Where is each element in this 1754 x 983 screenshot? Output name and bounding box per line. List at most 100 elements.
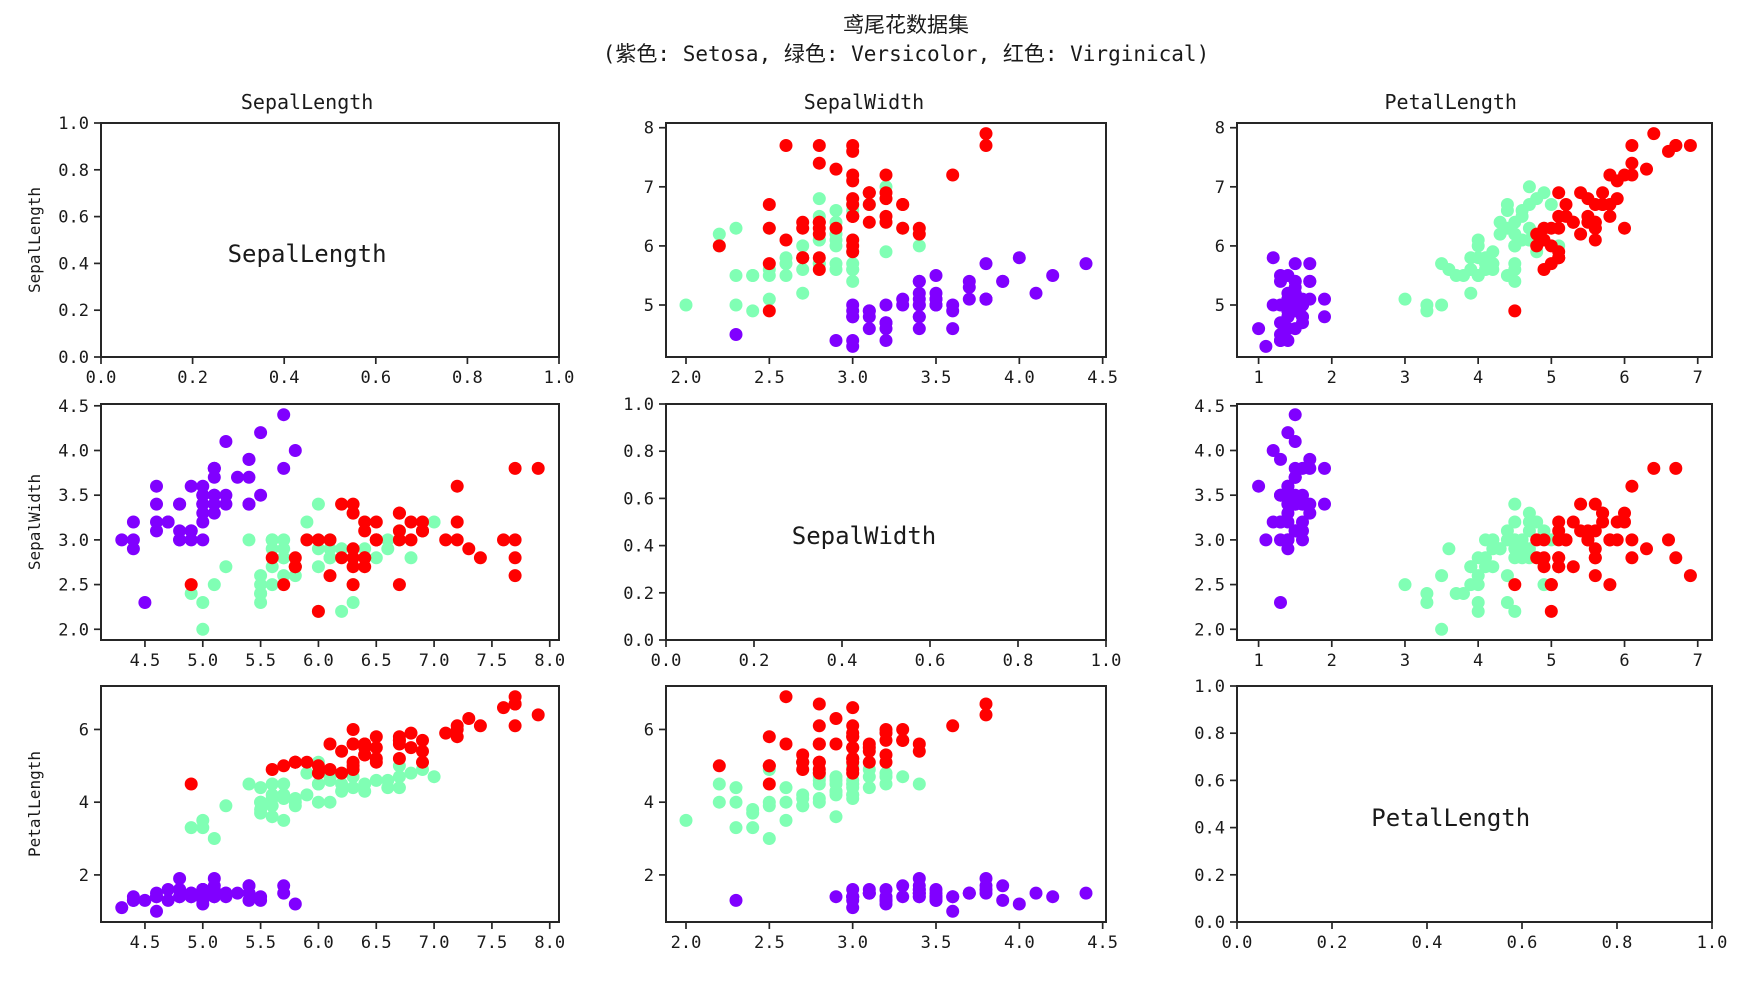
scatter-point <box>1029 886 1043 900</box>
scatter-point <box>392 533 406 547</box>
scatter-point <box>1610 515 1624 529</box>
scatter-point <box>196 596 210 609</box>
scatter-point <box>779 139 793 152</box>
scatter-point <box>846 334 860 347</box>
scatter-point <box>323 795 337 809</box>
x-tick-label: 5.0 <box>187 933 218 953</box>
scatter-point <box>254 426 268 440</box>
scatter-point <box>473 719 487 733</box>
scatter-point <box>1596 198 1610 211</box>
scatter-point <box>1603 168 1617 182</box>
x-tick-label: 6.5 <box>361 651 392 671</box>
x-tick-label: 1.0 <box>1697 933 1728 953</box>
diagonal-feature-label: SepalWidth <box>792 522 937 550</box>
scatter-point <box>184 524 198 538</box>
scatter-point <box>1435 569 1449 583</box>
x-tick-label: 0.8 <box>1602 933 1633 953</box>
scatter-point <box>1281 515 1295 529</box>
scatter-point <box>846 755 860 769</box>
scatter-point <box>1479 257 1492 271</box>
scatter-point <box>1046 890 1060 904</box>
x-tick-label: 6.0 <box>303 933 334 953</box>
scatter-point <box>1552 245 1566 259</box>
scatter-point <box>796 799 810 813</box>
scatter-point <box>219 488 233 502</box>
x-tick-label: 3.5 <box>921 933 952 953</box>
scatter-point <box>277 879 291 893</box>
scatter-point <box>879 890 893 904</box>
scatter-point <box>1530 239 1544 253</box>
scatter-point <box>265 578 279 592</box>
panel-border <box>100 685 560 923</box>
x-tick-label: 2.0 <box>671 368 702 388</box>
scatter-point <box>265 560 279 574</box>
panel-border <box>1236 403 1713 641</box>
scatter-point <box>979 139 993 152</box>
scatter-point <box>173 890 187 904</box>
y-tick-label: 0.2 <box>623 584 654 604</box>
scatter-point <box>1442 542 1456 556</box>
scatter-point <box>346 723 360 736</box>
scatter-point <box>288 560 302 574</box>
scatter-point <box>323 763 337 776</box>
scatter-point <box>1574 186 1588 200</box>
scatter-point <box>862 737 876 751</box>
panel-border <box>100 122 560 358</box>
x-tick-label: 2.0 <box>671 933 702 953</box>
scatter-point <box>1683 139 1697 152</box>
x-tick-label: 3 <box>1400 651 1410 671</box>
scatter-point <box>946 890 960 904</box>
y-tick-label: 0.6 <box>58 208 89 228</box>
x-tick-label: 6 <box>1619 651 1629 671</box>
scatter-point <box>369 730 383 744</box>
scatter-point <box>358 741 372 755</box>
scatter-point <box>1500 269 1514 282</box>
scatter-point <box>1508 542 1522 556</box>
scatter-point <box>288 755 302 769</box>
scatter-point <box>746 821 760 835</box>
scatter-point <box>508 719 522 733</box>
scatter-point <box>946 322 960 336</box>
scatter-point <box>1274 596 1287 609</box>
scatter-point <box>300 766 314 780</box>
scatter-point <box>1552 524 1566 538</box>
scatter-point <box>812 792 826 805</box>
scatter-point <box>231 886 244 900</box>
scatter-point <box>381 781 395 795</box>
scatter-point <box>311 604 325 618</box>
scatter-point <box>879 245 893 259</box>
scatter-point <box>862 198 876 211</box>
scatter-point <box>846 310 860 324</box>
scatter-point <box>404 741 418 755</box>
scatter-point <box>812 719 826 733</box>
scatter-point <box>1559 198 1573 211</box>
scatter-point <box>1552 551 1566 565</box>
scatter-point <box>862 322 876 336</box>
x-tick-label: 0.0 <box>651 651 682 671</box>
scatter-point <box>1288 435 1302 448</box>
scatter-point <box>288 897 302 911</box>
scatter-point <box>1012 251 1026 265</box>
scatter-point <box>829 257 843 271</box>
scatter-point <box>762 795 776 809</box>
scatter-point <box>196 890 210 904</box>
x-tick-label: 6 <box>1619 368 1629 388</box>
scatter-point <box>829 890 843 904</box>
scatter-point <box>829 334 843 347</box>
scatter-point <box>115 533 129 547</box>
column-title: PetalLength <box>1385 90 1517 114</box>
scatter-point <box>207 872 221 885</box>
scatter-point <box>150 890 163 904</box>
scatter-point <box>1464 286 1478 300</box>
scatter-point <box>1566 560 1580 574</box>
scatter-point <box>358 784 372 798</box>
x-tick-label: 0.4 <box>1412 933 1443 953</box>
scatter-point <box>335 542 349 556</box>
scatter-point <box>1588 551 1602 565</box>
x-tick-label: 0.0 <box>1222 933 1253 953</box>
scatter-point <box>254 488 268 502</box>
scatter-point <box>912 239 926 253</box>
scatter-point <box>1508 304 1522 318</box>
scatter-point <box>207 883 221 896</box>
scatter-point <box>358 515 372 529</box>
